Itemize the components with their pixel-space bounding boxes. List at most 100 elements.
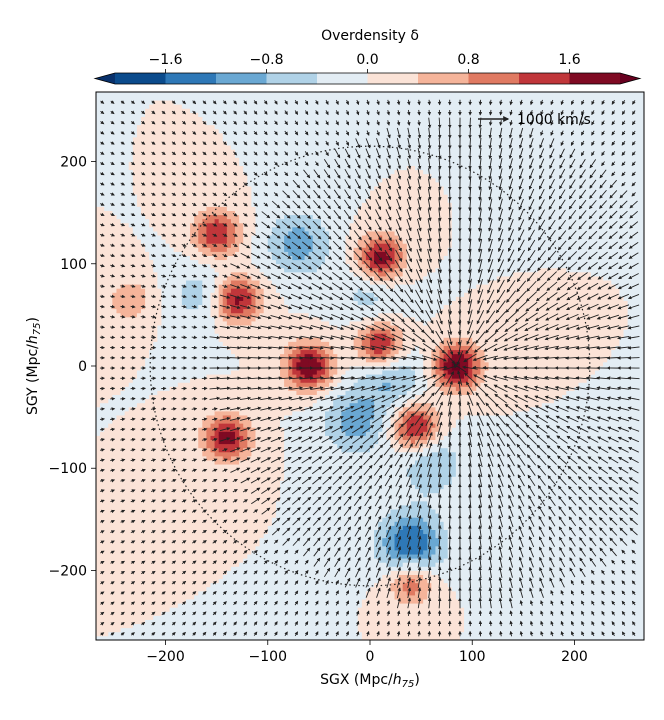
heatmap-cell xyxy=(149,623,154,629)
heatmap-cell xyxy=(235,451,240,457)
heatmap-cell xyxy=(194,267,199,273)
heatmap-cell xyxy=(108,415,113,420)
heatmap-cell xyxy=(169,235,175,240)
heatmap-cell xyxy=(177,419,183,424)
heatmap-cell xyxy=(202,480,207,485)
heatmap-cell xyxy=(218,222,224,228)
heatmap-cell xyxy=(157,447,162,453)
heatmap-cell xyxy=(136,541,142,547)
heatmap-cell xyxy=(145,325,150,330)
heatmap-cell xyxy=(230,611,236,616)
heatmap-cell xyxy=(243,292,248,297)
heatmap-cell xyxy=(116,169,121,175)
heatmap-cell xyxy=(243,451,248,457)
heatmap-cell xyxy=(132,509,138,514)
heatmap-cell xyxy=(210,590,215,596)
heatmap-cell xyxy=(132,132,138,138)
heatmap-cell xyxy=(185,349,191,355)
heatmap-cell xyxy=(194,210,199,216)
heatmap-cell xyxy=(210,370,215,375)
heatmap-cell xyxy=(157,210,162,216)
heatmap-cell xyxy=(132,329,138,334)
heatmap-cell xyxy=(108,615,113,620)
heatmap-cell xyxy=(222,566,228,571)
heatmap-cell xyxy=(149,419,154,424)
heatmap-cell xyxy=(185,321,191,326)
heatmap-cell xyxy=(226,259,232,265)
heatmap-cell xyxy=(190,100,195,105)
heatmap-cell xyxy=(202,492,207,498)
heatmap-cell xyxy=(194,120,199,126)
heatmap-cell xyxy=(169,525,175,530)
heatmap-cell xyxy=(157,251,162,256)
heatmap-cell xyxy=(177,595,183,600)
heatmap-cell xyxy=(235,419,240,424)
heatmap-cell xyxy=(124,595,130,600)
heatmap-cell xyxy=(120,566,126,571)
heatmap-cell xyxy=(108,186,113,191)
heatmap-cell xyxy=(128,329,134,334)
heatmap-cell xyxy=(190,210,195,216)
heatmap-cell xyxy=(202,353,207,359)
heatmap-cell xyxy=(116,521,121,526)
heatmap-cell xyxy=(140,235,146,240)
heatmap-cell xyxy=(177,100,183,105)
heatmap-cell xyxy=(214,517,220,522)
heatmap-cell xyxy=(173,464,179,469)
heatmap-cell xyxy=(145,574,150,580)
heatmap-cell xyxy=(104,132,109,138)
heatmap-cell xyxy=(194,357,199,363)
heatmap-cell xyxy=(181,586,187,592)
heatmap-cell xyxy=(169,128,175,134)
heatmap-cell xyxy=(181,505,187,510)
heatmap-cell xyxy=(198,92,203,97)
heatmap-cell xyxy=(165,173,171,179)
heatmap-cell xyxy=(169,353,175,359)
heatmap-cell xyxy=(157,366,162,371)
heatmap-cell xyxy=(210,615,215,620)
heatmap-cell xyxy=(218,112,224,117)
heatmap-cell xyxy=(214,451,220,457)
heatmap-cell xyxy=(243,157,248,162)
heatmap-cell xyxy=(177,157,183,162)
heatmap-cell xyxy=(181,280,187,285)
heatmap-cell xyxy=(210,423,215,428)
heatmap-cell xyxy=(243,267,248,273)
heatmap-cell xyxy=(145,476,150,481)
heatmap-cell xyxy=(214,370,220,375)
heatmap-cell xyxy=(112,603,117,608)
heatmap-cell xyxy=(222,415,228,420)
heatmap-cell xyxy=(124,288,130,293)
heatmap-cell xyxy=(132,496,138,502)
heatmap-cell xyxy=(235,410,240,416)
heatmap-cell xyxy=(104,96,109,101)
heatmap-cell xyxy=(116,484,121,490)
heatmap-cell xyxy=(104,582,109,588)
heatmap-cell xyxy=(202,394,207,400)
heatmap-cell xyxy=(210,165,215,171)
heatmap-cell xyxy=(202,423,207,428)
heatmap-cell xyxy=(108,100,113,105)
heatmap-cell xyxy=(202,132,207,138)
heatmap-cell xyxy=(210,206,215,211)
heatmap-cell xyxy=(185,132,191,138)
heatmap-cell xyxy=(243,341,248,346)
heatmap-cell xyxy=(173,124,179,130)
heatmap-cell xyxy=(112,533,117,539)
heatmap-cell xyxy=(161,521,166,526)
heatmap-cell xyxy=(222,410,228,416)
heatmap-cell xyxy=(140,460,146,465)
heatmap-cell xyxy=(173,341,179,346)
heatmap-cell xyxy=(161,476,166,481)
heatmap-cell xyxy=(120,623,126,629)
heatmap-cell xyxy=(112,566,117,571)
heatmap-cell xyxy=(177,341,183,346)
heatmap-cell xyxy=(239,214,244,220)
heatmap-cell xyxy=(169,619,175,625)
heatmap-cell xyxy=(218,214,224,220)
heatmap-cell xyxy=(96,173,101,179)
heatmap-cell xyxy=(235,566,240,571)
heatmap-cell xyxy=(226,545,232,551)
heatmap-cell xyxy=(157,623,162,629)
heatmap-cell xyxy=(104,202,109,207)
